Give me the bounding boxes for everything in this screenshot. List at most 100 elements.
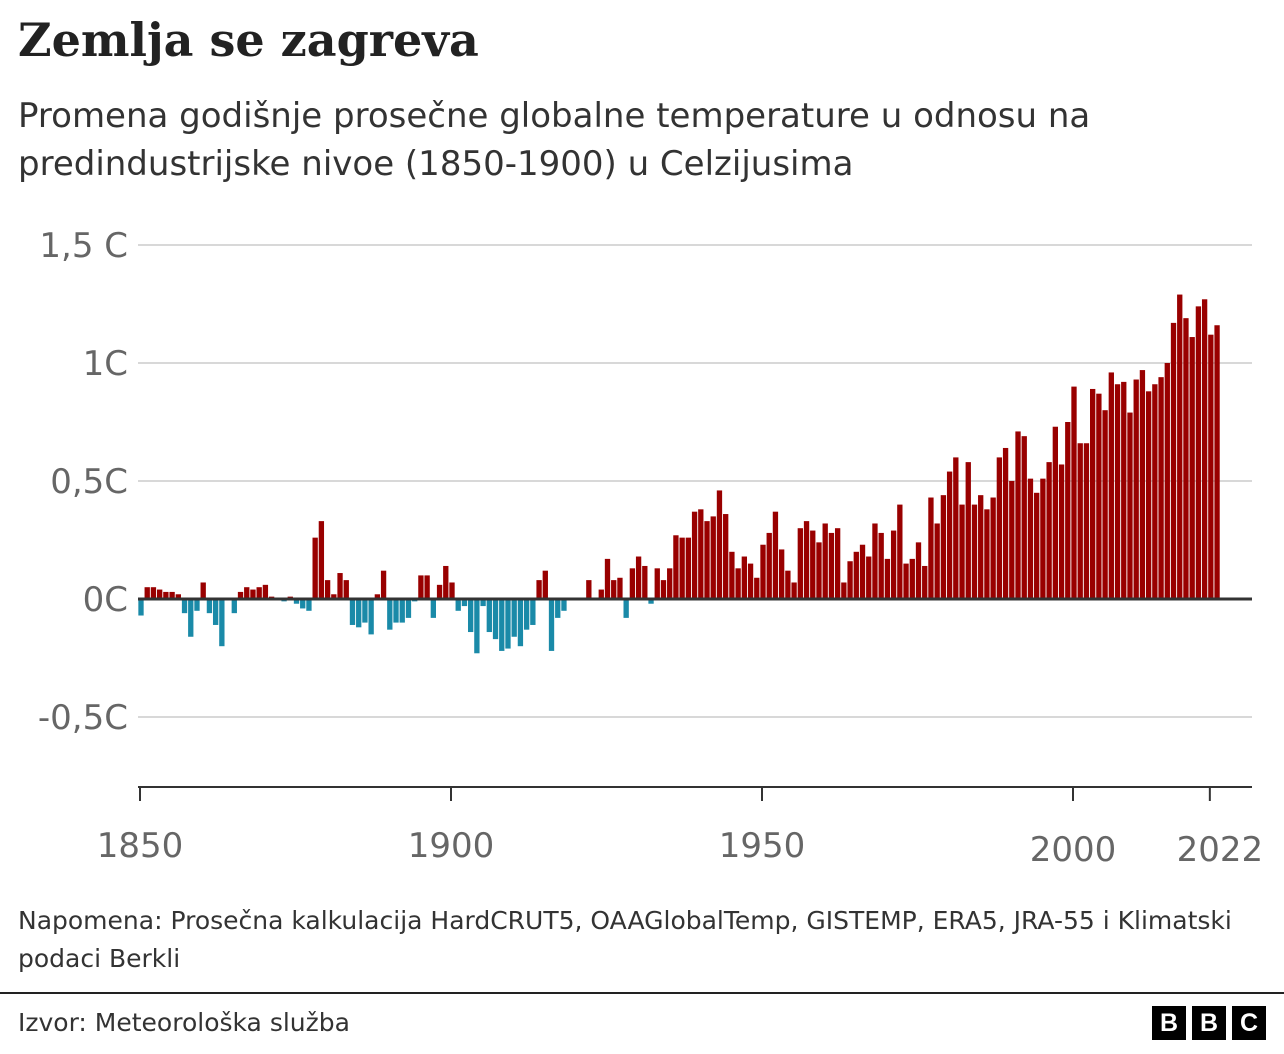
bar-1881 xyxy=(331,594,337,599)
bar-1859 xyxy=(194,599,200,611)
bar-1910 xyxy=(511,599,517,637)
bar-2001 xyxy=(1077,443,1083,599)
bar-1986 xyxy=(984,509,990,599)
x-axis: 1850 1900 1950 2000 2022 xyxy=(97,786,1264,870)
bar-1943 xyxy=(716,490,723,599)
x-tick-label: 1950 xyxy=(719,826,806,866)
bar-1882 xyxy=(337,573,343,599)
bar-1960 xyxy=(822,523,828,599)
bar-1855 xyxy=(169,591,175,599)
bar-1931 xyxy=(642,565,648,599)
bar-1890 xyxy=(387,599,393,630)
bar-1973 xyxy=(903,563,909,599)
bars xyxy=(138,294,1220,654)
bar-2022 xyxy=(1208,334,1214,599)
bar-1927 xyxy=(617,577,623,599)
bar-2014 xyxy=(1158,377,1164,599)
bar-1899 xyxy=(443,565,449,599)
bar-1902 xyxy=(461,599,468,607)
bar-1936 xyxy=(673,535,679,599)
bar-1956 xyxy=(797,528,803,599)
bar-1972 xyxy=(897,504,903,599)
bar-1898 xyxy=(436,584,443,599)
x-tick-label: 2022 xyxy=(1177,830,1264,870)
bar-1944 xyxy=(723,514,729,599)
bar-1992 xyxy=(1021,436,1027,599)
bar-2003 xyxy=(1090,388,1096,599)
bar-1915 xyxy=(542,570,548,599)
bar-1854 xyxy=(163,591,169,599)
bar-1896 xyxy=(424,575,430,599)
bar-1982 xyxy=(959,504,965,599)
bar-1891 xyxy=(393,599,399,623)
bar-1861 xyxy=(206,599,213,614)
bar-1963 xyxy=(841,582,847,599)
bar-1904 xyxy=(474,599,480,654)
bar-1947 xyxy=(741,556,747,599)
bar-1953 xyxy=(779,549,785,599)
bar-1886 xyxy=(362,599,368,623)
bar-1893 xyxy=(405,599,412,618)
bar-1965 xyxy=(853,551,859,599)
y-tick-label: 0C xyxy=(83,580,128,620)
bar-1918 xyxy=(561,599,567,611)
bar-1988 xyxy=(996,457,1003,599)
bar-1852 xyxy=(150,587,157,599)
bar-1991 xyxy=(1015,431,1021,599)
bar-1984 xyxy=(971,504,978,599)
logo-letter-c: C xyxy=(1232,1006,1266,1040)
bar-1952 xyxy=(772,511,779,599)
bar-1879 xyxy=(318,521,325,599)
y-tick-label: -0,5C xyxy=(38,698,128,738)
bar-1949 xyxy=(754,577,760,599)
bar-2012 xyxy=(1145,391,1152,599)
bar-1993 xyxy=(1027,478,1034,599)
bar-1996 xyxy=(1046,462,1052,599)
bar-1955 xyxy=(791,582,797,599)
bar-1939 xyxy=(691,511,698,599)
bar-1889 xyxy=(380,570,387,599)
bar-1959 xyxy=(816,542,822,599)
x-tick-label: 2000 xyxy=(1030,830,1117,870)
bar-1967 xyxy=(866,556,872,599)
bar-1901 xyxy=(455,599,461,611)
bar-1930 xyxy=(635,556,642,599)
bar-1957 xyxy=(803,521,810,599)
bar-1878 xyxy=(312,537,318,599)
footer-divider xyxy=(0,992,1284,994)
bar-2021 xyxy=(1201,299,1208,599)
bar-1913 xyxy=(530,599,536,625)
bar-1976 xyxy=(922,565,928,599)
bar-1885 xyxy=(356,599,362,628)
chart-title: Zemlja se zagreva xyxy=(18,13,479,67)
bar-1935 xyxy=(667,568,673,599)
bar-1999 xyxy=(1065,422,1071,599)
chart-note: Napomena: Prosečna kalkulacija HardCRUT5… xyxy=(18,906,1232,973)
bar-1979 xyxy=(940,495,947,599)
bar-1941 xyxy=(704,521,710,599)
bar-1997 xyxy=(1052,426,1058,599)
bar-1989 xyxy=(1002,447,1009,599)
bar-1860 xyxy=(200,582,206,599)
bar-1895 xyxy=(418,575,424,599)
gridlines xyxy=(138,244,1252,718)
bar-1877 xyxy=(306,599,312,611)
bar-2015 xyxy=(1164,363,1170,599)
bar-1858 xyxy=(188,599,194,637)
bar-1853 xyxy=(157,589,163,599)
y-tick-label: 1C xyxy=(83,344,128,384)
bar-1937 xyxy=(679,537,685,599)
bar-1914 xyxy=(536,580,542,599)
bar-1981 xyxy=(953,457,959,599)
bar-1875 xyxy=(293,599,300,604)
bar-1870 xyxy=(262,584,269,599)
logo-letter-b2: B xyxy=(1192,1006,1226,1040)
y-axis-tick-labels: 1,5 C 1C 0,5C 0C -0,5C xyxy=(38,226,128,738)
bar-2013 xyxy=(1152,384,1158,599)
bar-2010 xyxy=(1133,379,1139,599)
bar-1857 xyxy=(181,599,188,614)
bar-1888 xyxy=(374,594,381,599)
bar-1856 xyxy=(175,594,181,599)
bar-1977 xyxy=(928,497,934,599)
bar-2011 xyxy=(1139,370,1146,599)
